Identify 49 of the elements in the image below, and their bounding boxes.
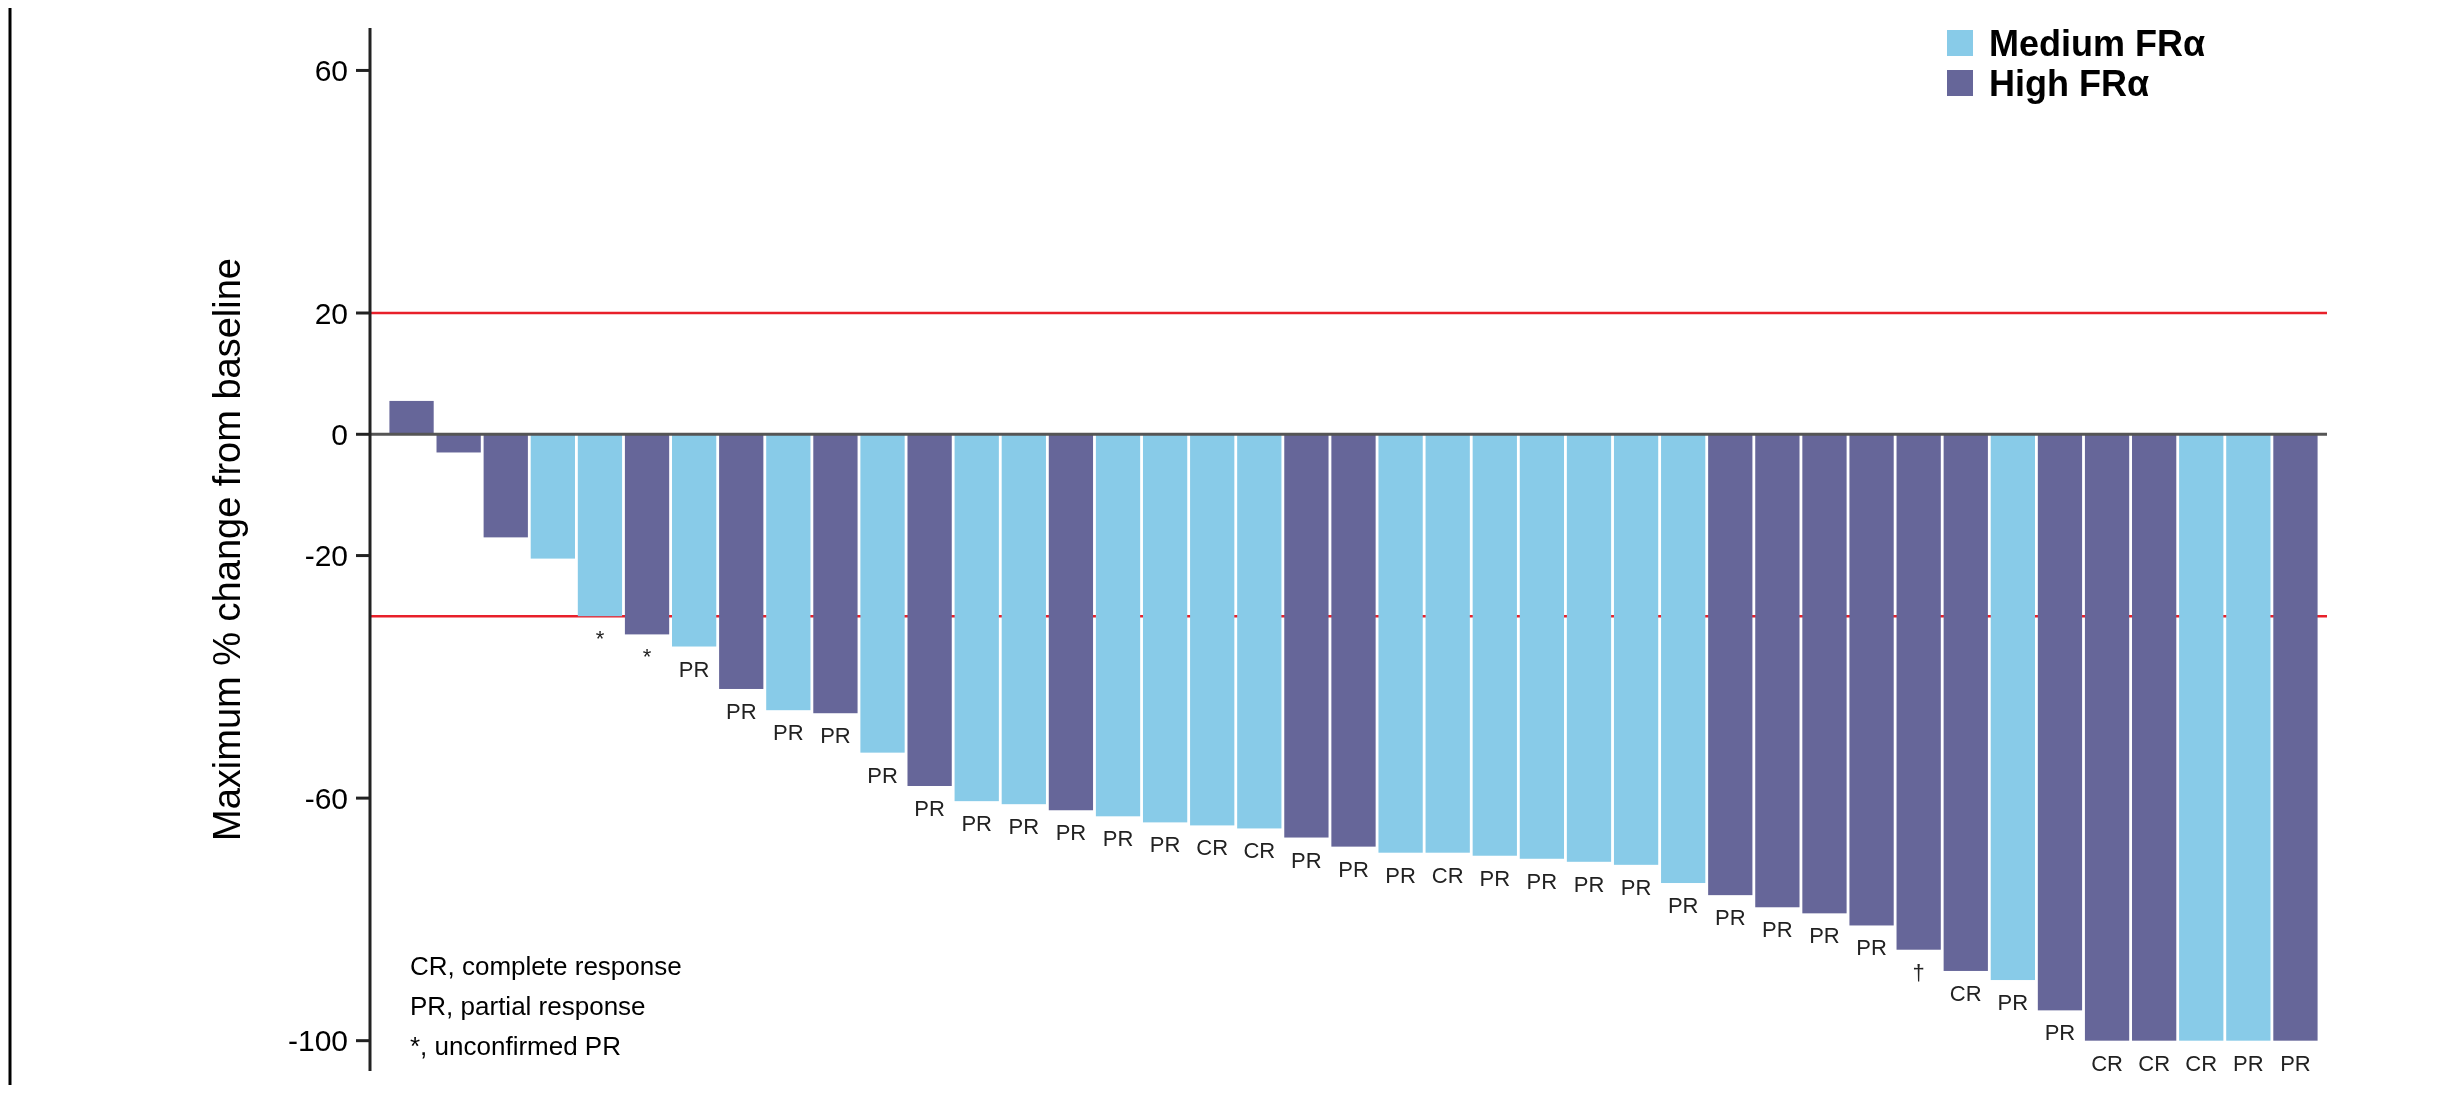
data-label: PR: [1102, 826, 1134, 852]
y-tick-label: -60: [304, 781, 348, 815]
annotation: *, unconfirmed PR: [410, 1031, 621, 1061]
y-axis-title: Maximum % change from baseline: [206, 258, 248, 841]
data-label: PR: [678, 656, 710, 682]
data-label: PR: [1008, 814, 1040, 840]
y-tick-label: 60: [314, 53, 348, 87]
data-label: PR: [725, 698, 757, 724]
data-label: CR: [1949, 980, 1982, 1006]
data-label: PR: [1715, 905, 1746, 931]
data-label: PR: [773, 720, 804, 746]
data-label: CR: [1243, 838, 1276, 864]
data-label: PR: [1338, 856, 1369, 882]
data-label: PR: [1809, 923, 1840, 949]
legend-label: Medium FRα: [1989, 22, 2206, 64]
data-label: CR: [1196, 835, 1229, 861]
data-label: PR: [1526, 868, 1558, 894]
data-label: PR: [1149, 832, 1181, 858]
data-label: PR: [914, 795, 945, 821]
data-label: CR: [2138, 1050, 2171, 1076]
y-tick-label: -100: [287, 1024, 348, 1058]
annotation: PR, partial response: [410, 991, 646, 1021]
data-label: PR: [2233, 1050, 2264, 1076]
y-tick-label: -20: [304, 539, 348, 573]
data-label: PR: [1573, 871, 1605, 897]
data-label: PR: [1385, 862, 1416, 888]
data-label: PR: [1055, 820, 1087, 846]
data-label: PR: [820, 723, 851, 749]
data-label: PR: [867, 762, 898, 788]
data-label: PR: [1997, 990, 2029, 1016]
data-label: CR: [2185, 1050, 2218, 1076]
y-tick-label: 0: [331, 417, 348, 451]
data-label: PR: [1620, 874, 1652, 900]
data-label: PR: [2044, 1020, 2076, 1046]
data-label: PR: [961, 811, 992, 837]
data-label: PR: [1856, 935, 1887, 961]
data-label: PR: [1667, 893, 1699, 919]
data-label: PR: [1762, 917, 1793, 943]
data-label: *: [595, 626, 605, 652]
y-tick-label: 20: [314, 296, 348, 330]
legend-label: High FRα: [1989, 62, 2150, 104]
data-label: PR: [1479, 865, 1511, 891]
annotation: CR, complete response: [410, 951, 682, 981]
data-label: PR: [2280, 1050, 2311, 1076]
data-label: PR: [1291, 847, 1322, 873]
data-label: †: [1912, 959, 1925, 985]
data-label: *: [642, 644, 652, 670]
data-label: CR: [2091, 1050, 2123, 1076]
data-label: CR: [1431, 862, 1464, 888]
